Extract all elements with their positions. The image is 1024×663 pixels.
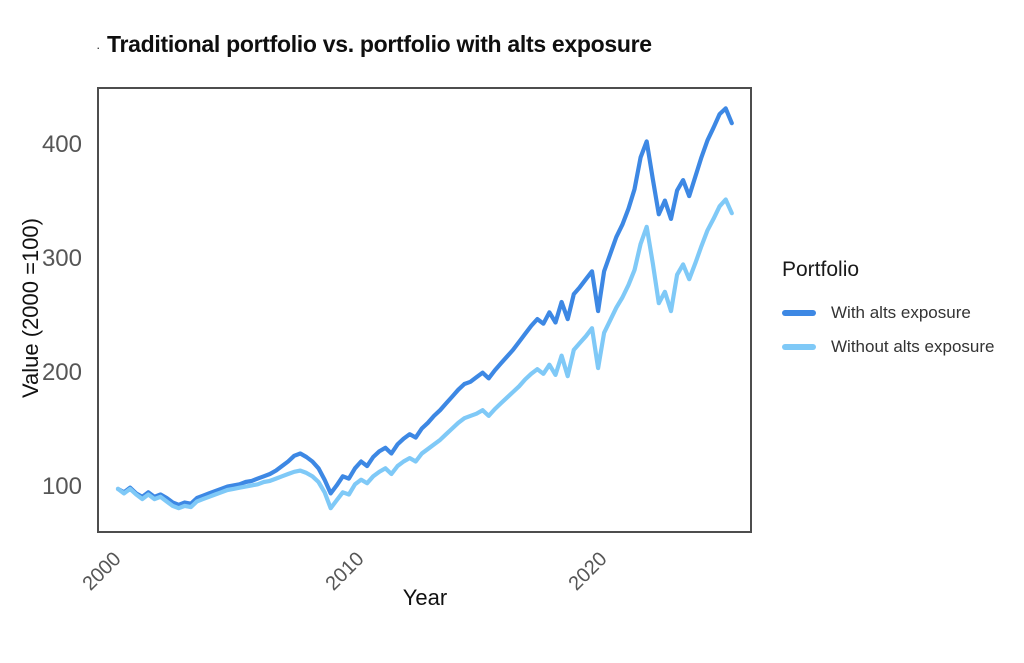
x-axis-title: Year xyxy=(402,585,448,610)
plot-svg xyxy=(115,106,734,511)
y-tick-label: 300 xyxy=(41,245,82,272)
legend: Portfolio With alts exposure Without alt… xyxy=(782,258,994,370)
without-alts-swatch-icon xyxy=(782,344,816,350)
series-line-with-alts-exposure xyxy=(115,106,734,507)
legend-item: Without alts exposure xyxy=(782,336,994,358)
series-line-without-alts-exposure xyxy=(115,197,734,511)
y-tick-label: 400 xyxy=(41,131,82,159)
page-title: Traditional portfolio vs. portfolio with… xyxy=(107,31,652,57)
legend-label: With alts exposure xyxy=(831,303,971,322)
y-tick-label: 200 xyxy=(41,358,82,386)
with-alts-swatch-icon xyxy=(782,310,816,316)
x-tick-label: 2010 xyxy=(321,548,369,596)
x-tick-label: 2020 xyxy=(564,548,612,596)
y-tick-label: 100 xyxy=(41,472,82,500)
legend-item: With alts exposure xyxy=(782,302,994,324)
title-dot: . xyxy=(97,41,100,51)
legend-label: Without alts exposure xyxy=(831,337,995,356)
legend-title: Portfolio xyxy=(782,258,860,281)
chart-panel xyxy=(97,87,752,533)
x-tick-label: 2000 xyxy=(78,548,126,596)
